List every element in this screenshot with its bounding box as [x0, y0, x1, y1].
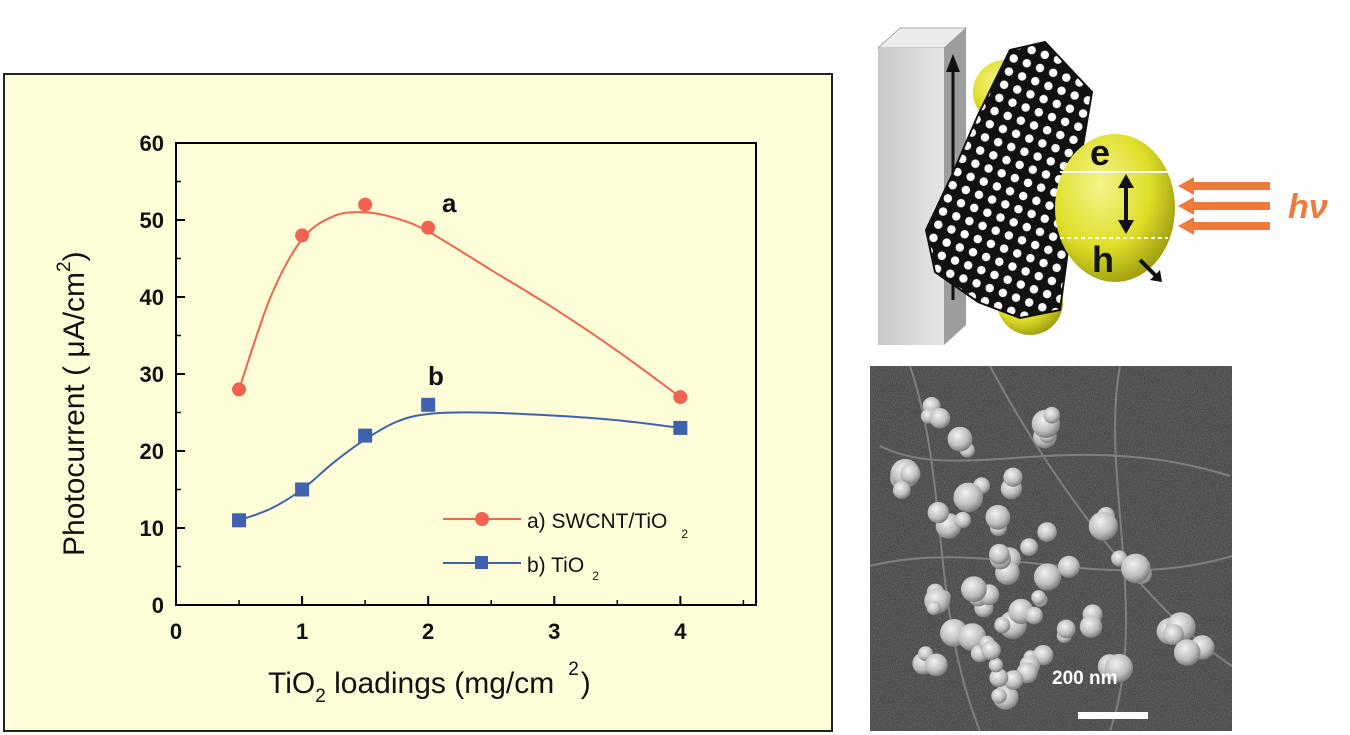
y-tick-label: 40 [140, 285, 164, 310]
tio2-grain [924, 653, 948, 677]
series-b-point [232, 513, 247, 528]
y-axis-label: Photocurrent ( μA/cm2) [54, 251, 91, 556]
y-tick-label: 30 [140, 362, 164, 387]
series-a-point [295, 228, 310, 243]
tio2-grain [926, 600, 941, 615]
legend-marker-a [475, 512, 489, 526]
tio2-grain [900, 463, 921, 484]
tio2-grain [981, 640, 1001, 661]
series-curves [238, 211, 681, 522]
tio2-grain [1173, 639, 1201, 666]
tio2-grain [1057, 555, 1080, 578]
y-tick-label: 10 [140, 516, 164, 541]
series-a-label: a [442, 188, 457, 218]
y-tick-label: 0 [152, 593, 164, 618]
tio2-grain [1037, 522, 1057, 542]
series-a-point [421, 220, 436, 235]
tio2-grain [985, 504, 1011, 530]
series-a-point [673, 390, 688, 405]
tio2-grain [1031, 590, 1046, 605]
series-b-point [358, 428, 373, 443]
tio2-grain [947, 426, 973, 452]
series-markers [232, 197, 688, 528]
legend: a) SWCNT/TiO2 b) TiO 2 [443, 510, 688, 583]
x-tick-label: 4 [674, 619, 687, 644]
tio2-grain [1121, 553, 1151, 583]
x-tick-label: 0 [170, 619, 182, 644]
photocurrent-chart: 0 1 2 3 4 0 10 20 30 40 50 60 a b a) SWCNT/TiO2 b)… [3, 73, 833, 732]
tio2-grain [1003, 670, 1024, 690]
series-b-point [673, 420, 688, 435]
swcnt-tio2-schematic: e h hν [876, 27, 1328, 345]
tio2-grain [991, 688, 1007, 704]
tio2-grain [927, 501, 949, 524]
tio2-grain [929, 408, 951, 429]
tio2-particle-cluster [890, 397, 1215, 710]
electron-label: e [1090, 132, 1110, 173]
y-tick-label: 60 [140, 131, 164, 156]
tio2-grain [994, 617, 1011, 634]
tio2-grain [1079, 615, 1103, 638]
tio2-grain [1020, 538, 1038, 556]
series-b-point [421, 397, 436, 412]
light-arrows [1178, 177, 1270, 235]
sem-micrograph: 200 nm [870, 366, 1232, 731]
tio2-grain [1043, 406, 1061, 424]
y-axis: 0 10 20 30 40 50 60 [140, 131, 185, 618]
tio2-grain [961, 576, 987, 603]
x-axis: 0 1 2 3 4 [170, 596, 745, 644]
series-a-point [358, 197, 373, 212]
tio2-grain [988, 657, 1004, 673]
series-b-curve [238, 411, 681, 522]
legend-text-b: b) TiO 2 [527, 554, 599, 583]
scale-bar [1078, 712, 1148, 719]
x-tick-label: 3 [548, 619, 560, 644]
x-tick-label: 2 [422, 619, 434, 644]
x-axis-label: TiO2 loadings (mg/cm 2) [268, 659, 591, 707]
y-tick-label: 50 [140, 208, 164, 233]
tio2-grain [1163, 624, 1184, 646]
tio2-grain [989, 668, 1009, 688]
tio2-grain [1056, 619, 1076, 639]
tio2-grain [892, 481, 911, 499]
chart-panel-background [3, 73, 833, 732]
x-tick-label: 1 [296, 619, 308, 644]
tio2-grain [954, 511, 971, 529]
swcnt-nanotube [924, 40, 1094, 320]
y-tick-label: 20 [140, 439, 164, 464]
tio2-grain [953, 482, 984, 513]
hole-label: h [1092, 239, 1114, 280]
tio2-grain [1025, 606, 1043, 625]
tio2-particle-large [1055, 134, 1175, 282]
tio2-grain [989, 543, 1010, 565]
tio2-grain [1003, 467, 1023, 487]
legend-text-a: a) SWCNT/TiO2 [527, 510, 688, 541]
tio2-grain [1104, 654, 1133, 683]
series-b-point [295, 482, 310, 497]
photon-energy-label: hν [1288, 188, 1328, 226]
tio2-grain [1033, 563, 1062, 591]
tio2-grain [1088, 511, 1118, 541]
series-a-curve [238, 211, 681, 398]
legend-marker-b [475, 556, 488, 569]
series-b-label: b [428, 361, 444, 391]
scale-bar-label: 200 nm [1052, 668, 1117, 689]
series-a-point [232, 382, 247, 397]
